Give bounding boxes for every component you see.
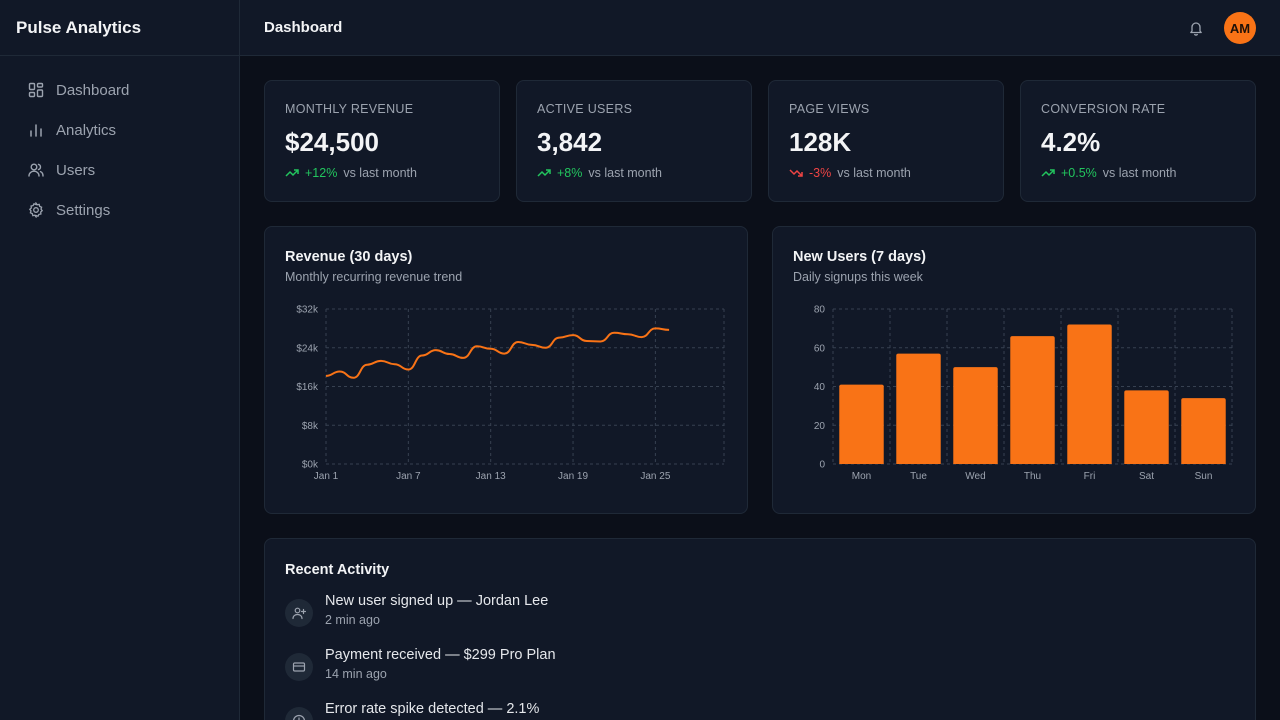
- bar-tue[interactable]: [896, 353, 941, 464]
- x-tick-label: Sun: [1195, 471, 1213, 482]
- y-tick-label: $32k: [296, 305, 319, 316]
- bar-thu[interactable]: [1010, 336, 1055, 464]
- kpi-delta: +12% vs last month: [285, 166, 417, 180]
- new-users-chart-card: New Users (7 days) Daily signups this we…: [772, 226, 1256, 514]
- x-tick-label: Thu: [1024, 471, 1041, 482]
- users-icon: [28, 162, 44, 178]
- revenue-chart-card: Revenue (30 days) Monthly recurring reve…: [264, 226, 748, 514]
- kpi-label: PAGE VIEWS: [789, 102, 870, 116]
- kpi-label: CONVERSION RATE: [1041, 102, 1166, 116]
- activity-item[interactable]: New user signed up — Jordan Lee 2 min ag…: [285, 593, 1185, 639]
- x-tick-label: Fri: [1084, 471, 1096, 482]
- kpi-compare: vs last month: [588, 166, 663, 180]
- kpi-delta: +0.5% vs last month: [1041, 166, 1176, 180]
- bar-sun[interactable]: [1181, 398, 1226, 464]
- kpi-card-active-users: ACTIVE USERS 3,842 +8% vs last month: [516, 80, 752, 202]
- sidebar-item-settings[interactable]: Settings: [0, 190, 239, 230]
- sidebar-item-label: Users: [56, 161, 96, 179]
- gear-icon: [28, 202, 44, 218]
- x-tick-label: Jan 7: [396, 471, 421, 482]
- chart-subtitle: Monthly recurring revenue trend: [285, 270, 463, 284]
- chart-title: Revenue (30 days): [285, 249, 413, 265]
- kpi-delta: -3% vs last month: [789, 166, 911, 180]
- sidebar-item-users[interactable]: Users: [0, 150, 239, 190]
- top-header: Dashboard AM: [240, 0, 1280, 56]
- chart-subtitle: Daily signups this week: [793, 270, 923, 284]
- y-tick-label: $24k: [296, 343, 319, 354]
- revenue-series-line[interactable]: [325, 327, 670, 379]
- kpi-value: $24,500: [285, 127, 379, 157]
- x-tick-label: Mon: [852, 471, 871, 482]
- new-users-bar-chart: 0 20 40 60 80 Mon Tue Wed Thu Fri Sat Sun: [814, 305, 1233, 482]
- sidebar-item-label: Dashboard: [56, 81, 130, 99]
- activity-time: 2 min ago: [325, 613, 380, 627]
- credit-card-icon: [285, 653, 313, 681]
- bar-fri[interactable]: [1067, 324, 1112, 465]
- kpi-delta-value: +8%: [557, 166, 583, 180]
- recent-activity-card: Recent Activity New user signed up — Jor…: [264, 538, 1256, 720]
- alert-icon: [285, 707, 313, 720]
- y-tick-label: $16k: [296, 382, 319, 393]
- trend-up-icon: [285, 169, 299, 177]
- grid-icon: [28, 82, 44, 98]
- sidebar-item-label: Analytics: [56, 121, 117, 139]
- x-tick-label: Tue: [910, 471, 927, 482]
- kpi-value: 3,842: [537, 127, 603, 157]
- y-tick-label: 80: [814, 305, 826, 316]
- trend-down-icon: [789, 169, 803, 177]
- avatar[interactable]: AM: [1224, 12, 1256, 44]
- bell-icon[interactable]: [1188, 20, 1204, 36]
- y-tick-label: 20: [814, 421, 826, 432]
- chart-title: New Users (7 days): [793, 249, 926, 265]
- kpi-value: 128K: [789, 127, 852, 157]
- kpi-compare: vs last month: [343, 166, 417, 180]
- x-tick-label: Wed: [965, 471, 985, 482]
- trend-up-icon: [537, 169, 551, 177]
- kpi-label: MONTHLY REVENUE: [285, 102, 414, 116]
- sidebar-nav: Dashboard Analytics Users: [0, 56, 239, 230]
- trend-up-icon: [1041, 169, 1055, 177]
- kpi-compare: vs last month: [1102, 166, 1177, 180]
- bar-sat[interactable]: [1124, 390, 1169, 464]
- kpi-card-page-views: PAGE VIEWS 128K -3% vs last month: [768, 80, 1004, 202]
- page-title: Dashboard: [264, 19, 343, 36]
- sidebar-item-label: Settings: [56, 201, 111, 219]
- activity-time: 14 min ago: [325, 667, 387, 681]
- x-tick-label: Sat: [1139, 471, 1154, 482]
- kpi-label: ACTIVE USERS: [537, 102, 633, 116]
- revenue-line-chart: $0k $8k $16k $24k $32k Jan 1 Jan 7 Jan 13 Jan 19…: [296, 305, 725, 482]
- kpi-delta-value: +0.5%: [1061, 166, 1097, 180]
- chart-grid: [325, 308, 725, 465]
- kpi-compare: vs last month: [837, 166, 911, 180]
- y-tick-label: $0k: [302, 460, 319, 471]
- sidebar-item-dashboard[interactable]: Dashboard: [0, 70, 239, 110]
- bar-wed[interactable]: [953, 367, 998, 464]
- kpi-delta: +8% vs last month: [537, 166, 662, 180]
- bar-chart-icon: [28, 122, 44, 138]
- x-tick-label: Jan 13: [476, 471, 506, 482]
- brand-logo[interactable]: Pulse Analytics: [0, 0, 239, 56]
- y-tick-label: $8k: [302, 421, 319, 432]
- activity-title: Recent Activity: [285, 562, 390, 578]
- activity-text: Error rate spike detected — 2.1%: [325, 701, 540, 717]
- activity-text: Payment received — $299 Pro Plan: [325, 647, 556, 663]
- y-tick-label: 40: [814, 382, 826, 393]
- x-tick-label: Jan 1: [314, 471, 339, 482]
- kpi-delta-value: -3%: [809, 166, 832, 180]
- bar-mon[interactable]: [839, 384, 884, 464]
- x-tick-label: Jan 19: [558, 471, 588, 482]
- y-tick-label: 0: [819, 460, 825, 471]
- kpi-card-conversion: CONVERSION RATE 4.2% +0.5% vs last month: [1020, 80, 1256, 202]
- activity-item[interactable]: Error rate spike detected — 2.1%: [285, 701, 1185, 720]
- x-tick-label: Jan 25: [640, 471, 670, 482]
- activity-item[interactable]: Payment received — $299 Pro Plan 14 min …: [285, 647, 1185, 693]
- kpi-delta-value: +12%: [305, 166, 338, 180]
- y-tick-label: 60: [814, 343, 826, 354]
- sidebar-item-analytics[interactable]: Analytics: [0, 110, 239, 150]
- kpi-card-revenue: MONTHLY REVENUE $24,500 +12% vs last mon…: [264, 80, 500, 202]
- kpi-value: 4.2%: [1041, 127, 1101, 157]
- activity-text: New user signed up — Jordan Lee: [325, 593, 549, 609]
- user-plus-icon: [285, 599, 313, 627]
- sidebar: Pulse Analytics Dashboard Analytics: [0, 0, 240, 720]
